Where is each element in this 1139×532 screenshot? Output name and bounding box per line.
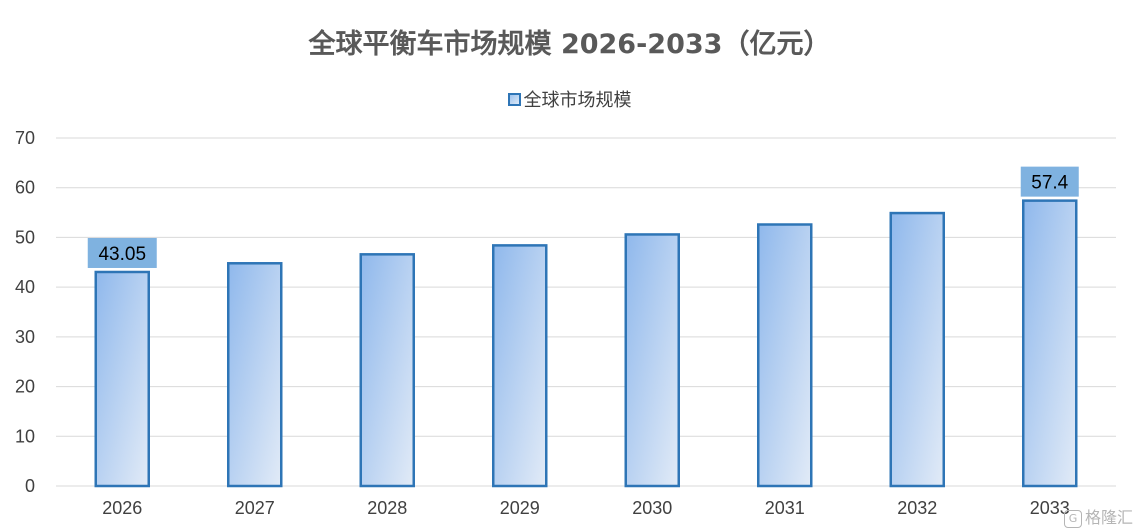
- bars: [94, 199, 1078, 488]
- y-tick-label-40: 40: [15, 277, 35, 297]
- data-labels: 43.05 57.4: [87, 166, 1079, 268]
- data-label-box-2033: [1020, 166, 1079, 197]
- y-tick-label-10: 10: [15, 426, 35, 446]
- x-tick-label-2032: 2032: [897, 498, 937, 518]
- bar-2029: [492, 244, 548, 488]
- bar-2033: [1022, 199, 1078, 488]
- x-tick-label-2026: 2026: [102, 498, 142, 518]
- x-tick-label-2027: 2027: [235, 498, 275, 518]
- x-tick-label-2029: 2029: [500, 498, 540, 518]
- y-tick-label-30: 30: [15, 327, 35, 347]
- data-label-2033: 57.4: [1031, 173, 1068, 194]
- x-axis-ticks: 2026 2027 2028 2029 2030 2031 2032 2033: [102, 498, 1070, 518]
- y-tick-label-20: 20: [15, 377, 35, 397]
- watermark-text: 格隆汇: [1084, 508, 1133, 527]
- data-label-2026: 43.05: [98, 244, 146, 265]
- x-tick-label-2031: 2031: [765, 498, 805, 518]
- watermark-logo-icon: G: [1063, 509, 1082, 528]
- chart-legend: 全球市场规模: [0, 86, 1139, 112]
- y-tick-label-60: 60: [15, 178, 35, 198]
- legend-label: 全球市场规模: [523, 90, 632, 111]
- y-tick-label-70: 70: [15, 128, 35, 148]
- bar-2026: [94, 270, 150, 488]
- bar-2027: [227, 262, 283, 488]
- bar-2030: [624, 233, 680, 488]
- x-tick-label-2028: 2028: [367, 498, 407, 518]
- y-tick-label-50: 50: [15, 227, 35, 247]
- bar-2028: [359, 253, 415, 488]
- x-tick-label-2030: 2030: [632, 498, 672, 518]
- bar-2031: [757, 223, 813, 488]
- data-label-box-2026: [87, 237, 157, 268]
- y-axis-ticks: 0 10 20 30 40 50 60 70: [15, 128, 35, 496]
- watermark: G 格隆汇: [1063, 504, 1133, 528]
- legend-swatch: [507, 92, 521, 106]
- bar-2032: [889, 211, 945, 488]
- gridlines: [56, 137, 1116, 487]
- y-tick-label-0: 0: [25, 476, 35, 496]
- chart-title: 全球平衡车市场规模 2026-2033（亿元）: [308, 29, 831, 60]
